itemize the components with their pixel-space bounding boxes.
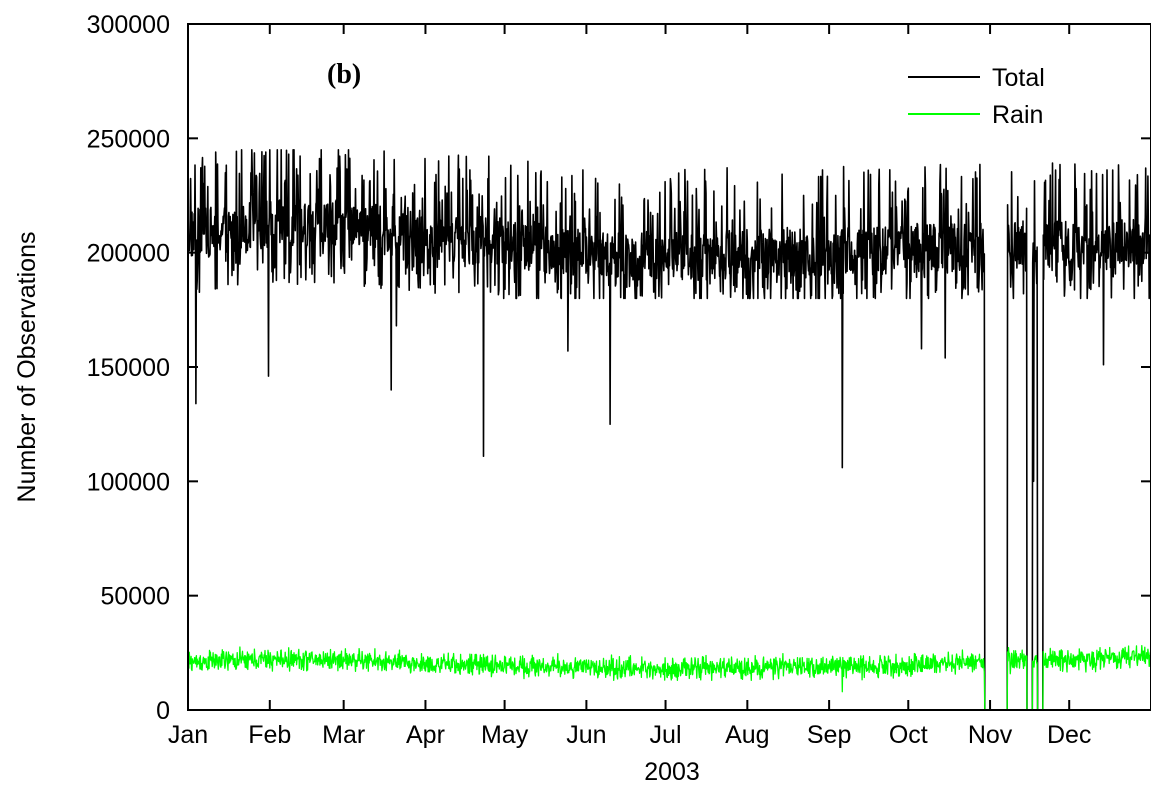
panel-label: (b) [327,59,361,90]
legend: Total Rain [908,64,1045,129]
x-tick-label: May [481,721,529,749]
series-layer [187,149,1151,711]
x-tick-label: Jul [650,721,682,749]
x-tick-label: Mar [322,721,365,749]
legend-label-rain: Rain [992,101,1043,129]
x-tick-label: Dec [1047,721,1091,749]
y-axis: 0 50000 100000 150000 200000 250000 300000 [87,11,1151,725]
x-axis-title: 2003 [644,758,700,785]
plot-area: 0 50000 100000 150000 200000 250000 300000 Jan… [87,11,1151,749]
x-tick-label: Nov [968,721,1013,749]
x-tick-label: Aug [725,721,769,749]
x-tick-label: Jun [566,721,606,749]
x-tick-label: Apr [406,721,445,749]
series-line-total [187,149,1151,711]
y-tick-label: 150000 [87,354,170,382]
y-tick-label: 100000 [87,468,170,496]
x-axis: Jan Feb Mar Apr May Jun Jul Aug Sep Oct Nov Dec [168,24,1091,749]
y-tick-label: 250000 [87,125,170,153]
y-tick-label: 200000 [87,240,170,268]
y-tick-label: 0 [156,697,170,725]
y-tick-label: 300000 [87,11,170,39]
x-tick-label: Feb [248,721,291,749]
legend-label-total: Total [992,64,1045,92]
x-tick-label: Oct [889,721,928,749]
x-tick-label: Jan [168,721,208,749]
y-tick-label: 50000 [100,583,170,611]
y-axis-title: Number of Observations [13,232,41,503]
x-tick-label: Sep [807,721,851,749]
